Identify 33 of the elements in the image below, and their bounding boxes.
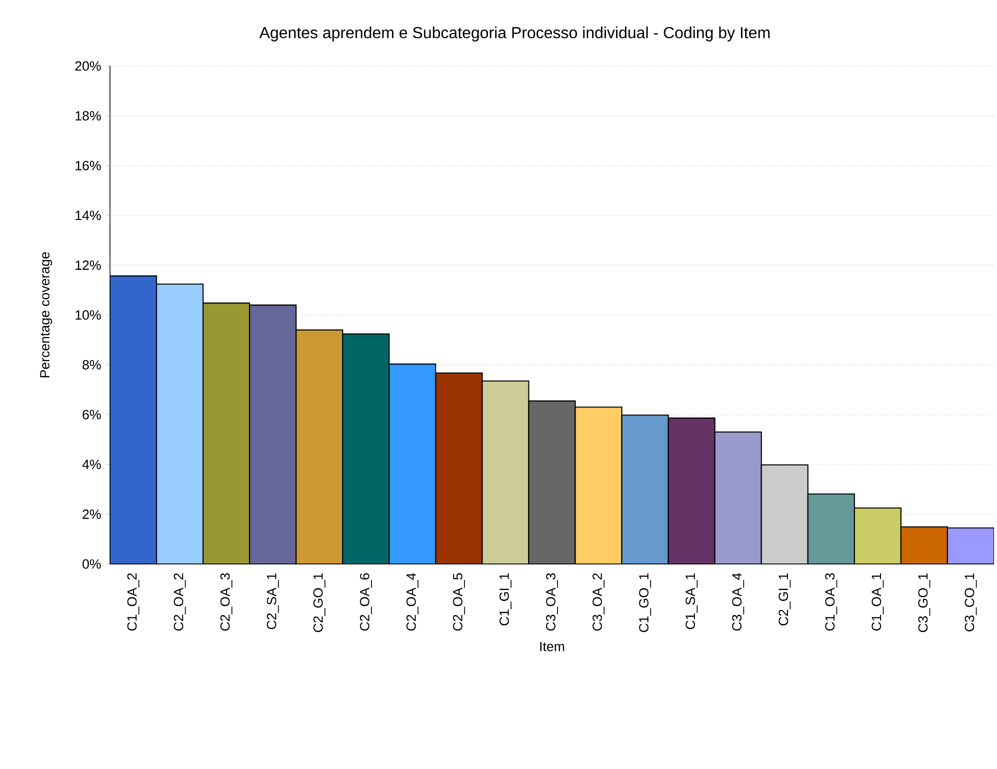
chart-title: Agentes aprendem e Subcategoria Processo individual - Coding by Item — [259, 26, 770, 42]
y-tick-label: 16% — [76, 160, 101, 170]
x-tick-label: C3_OA_4 — [732, 573, 744, 631]
y-tick-label: 2% — [82, 510, 101, 519]
x-axis-title: Item — [540, 642, 564, 652]
x-tick-label: C3_CO_1 — [964, 573, 977, 632]
x-tick-label: C1_OA_1 — [872, 573, 884, 631]
y-tick-label: 4% — [82, 460, 101, 470]
x-tick-label: C1_OA_3 — [825, 573, 838, 631]
x-tick-label: C2_OA_6 — [360, 573, 372, 631]
x-tick-label: C3_OA_2 — [592, 573, 605, 631]
y-axis-title: Percentage coverage — [40, 252, 52, 378]
y-tick-label: 20% — [75, 61, 101, 71]
x-tick-label: C2_OA_5 — [452, 573, 465, 631]
x-tick-label: C1_GO_1 — [639, 573, 652, 632]
x-tick-label: C2_OA_2 — [174, 573, 186, 631]
x-tick-label: C2_OA_4 — [406, 573, 418, 631]
x-tick-label: C1_OA_2 — [127, 573, 140, 631]
y-tick-label: 12% — [76, 260, 101, 270]
x-tick-label: C2_GI_1 — [778, 573, 791, 626]
y-tick-label: 0% — [82, 559, 101, 569]
y-tick-label: 8% — [82, 360, 101, 370]
y-tick-label: 14% — [76, 210, 101, 220]
x-tick-label: C2_GO_1 — [313, 573, 326, 632]
x-tick-label: C2_OA_3 — [220, 573, 232, 631]
x-tick-label: C3_OA_3 — [546, 573, 558, 631]
x-tick-label: C1_GI_1 — [500, 573, 512, 626]
y-tick-label: 6% — [82, 410, 101, 420]
y-tick-label: 10% — [76, 310, 101, 320]
x-tick-label: C2_SA_1 — [266, 573, 279, 630]
y-tick-label: 18% — [76, 111, 101, 121]
x-tick-label: C1_SA_1 — [686, 573, 698, 630]
x-tick-label: C3_GO_1 — [918, 573, 930, 632]
